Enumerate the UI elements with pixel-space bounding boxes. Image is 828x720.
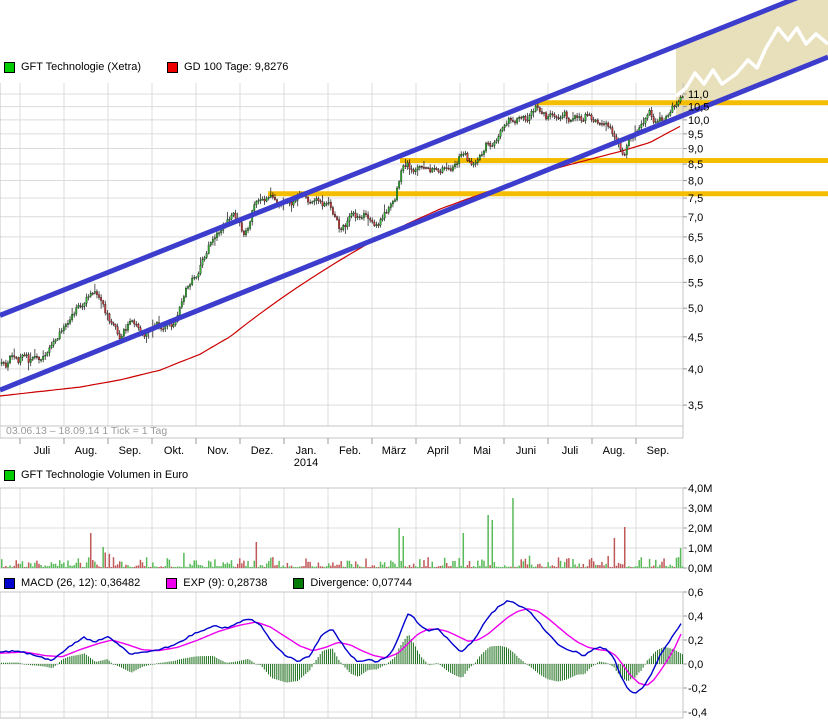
exp-series-swatch-icon <box>166 577 178 589</box>
divergence-series-swatch-icon <box>293 577 305 589</box>
gd100-series-label: GD 100 Tage: 9,8276 <box>184 61 289 73</box>
svg-text:Juni: Juni <box>516 445 536 457</box>
svg-text:Sep.: Sep. <box>119 445 142 457</box>
macd-series-label: MACD (26, 12): 0,36482 <box>21 577 141 589</box>
macd-chart: 0,6 0,4 0,2 0,0 -0,2 -0,4 <box>0 587 707 719</box>
legend-item-volume: GFT Technologie Volumen in Euro <box>4 469 188 481</box>
volume-legend: GFT Technologie Volumen in Euro <box>4 469 188 481</box>
svg-text:7,0: 7,0 <box>688 212 703 224</box>
svg-text:April: April <box>427 445 449 457</box>
svg-text:4,0: 4,0 <box>688 364 703 376</box>
svg-text:4,5: 4,5 <box>688 332 703 344</box>
svg-text:8,0: 8,0 <box>688 176 703 188</box>
svg-text:Dez.: Dez. <box>251 445 274 457</box>
volume-series-swatch-icon <box>4 469 15 481</box>
svg-text:4,0M: 4,0M <box>688 483 712 495</box>
gd100-series-swatch-icon <box>167 61 179 73</box>
macd-legend: MACD (26, 12): 0,36482 EXP (9): 0,28738 … <box>4 577 412 589</box>
legend-item-gft: GFT Technologie (Xetra) <box>4 61 141 73</box>
gft-series-label: GFT Technologie (Xetra) <box>21 61 142 73</box>
svg-text:0,4: 0,4 <box>688 611 703 623</box>
svg-text:Feb.: Feb. <box>339 445 361 457</box>
svg-text:Jan.: Jan. <box>296 445 317 457</box>
svg-text:5,0: 5,0 <box>688 303 703 315</box>
svg-text:0,2: 0,2 <box>688 635 703 647</box>
svg-text:8,5: 8,5 <box>688 159 703 171</box>
svg-text:Nov.: Nov. <box>207 445 229 457</box>
svg-text:0,0M: 0,0M <box>688 563 712 575</box>
svg-text:Aug.: Aug. <box>603 445 626 457</box>
svg-text:10,0: 10,0 <box>688 115 709 127</box>
svg-text:-0,4: -0,4 <box>688 707 707 719</box>
svg-text:7,5: 7,5 <box>688 193 703 205</box>
svg-text:6,0: 6,0 <box>688 254 703 266</box>
legend-item-macd: MACD (26, 12): 0,36482 <box>4 577 140 589</box>
svg-text:Okt.: Okt. <box>164 445 184 457</box>
svg-text:0,0: 0,0 <box>688 659 703 671</box>
svg-text:2014: 2014 <box>294 457 318 469</box>
svg-text:3,0M: 3,0M <box>688 503 712 515</box>
svg-text:5,5: 5,5 <box>688 277 703 289</box>
svg-text:9,5: 9,5 <box>688 129 703 141</box>
svg-text:0,6: 0,6 <box>688 587 703 599</box>
svg-text:6,5: 6,5 <box>688 232 703 244</box>
main-chart-legend: GFT Technologie (Xetra) GD 100 Tage: 9,8… <box>4 61 288 73</box>
svg-text:-0,2: -0,2 <box>688 683 707 695</box>
svg-text:2,0M: 2,0M <box>688 523 712 535</box>
svg-text:März: März <box>382 445 406 457</box>
svg-text:Sep.: Sep. <box>647 445 670 457</box>
svg-text:9,0: 9,0 <box>688 144 703 156</box>
legend-item-exp: EXP (9): 0,28738 <box>166 577 267 589</box>
legend-item-gd100: GD 100 Tage: 9,8276 <box>167 61 288 73</box>
volume-series-label: GFT Technologie Volumen in Euro <box>21 469 189 481</box>
svg-text:Mai: Mai <box>473 445 491 457</box>
main-price-chart: 11,010,510,0 9,5 9,0 8,5 8,0 7,5 7,0 6,5 6,0 5,5 5… <box>0 0 828 469</box>
svg-text:1,0M: 1,0M <box>688 543 712 555</box>
svg-text:11,0: 11,0 <box>688 89 709 101</box>
gft-series-swatch-icon <box>4 61 15 73</box>
date-range-note: 03.06.13 – 18.09.14 1 Tick = 1 Tag <box>6 425 168 437</box>
legend-item-divergence: Divergence: 0,07744 <box>293 577 412 589</box>
svg-text:10,5: 10,5 <box>688 102 709 114</box>
exp-series-label: EXP (9): 0,28738 <box>183 577 268 589</box>
divergence-series-label: Divergence: 0,07744 <box>310 577 412 589</box>
svg-text:Aug.: Aug. <box>75 445 98 457</box>
svg-text:Juli: Juli <box>34 445 51 457</box>
svg-text:Juli: Juli <box>562 445 579 457</box>
volume-chart: 4,0M 3,0M 2,0M 1,0M 0,0M <box>0 483 712 575</box>
svg-text:3,5: 3,5 <box>688 400 703 412</box>
macd-series-swatch-icon <box>4 577 15 589</box>
